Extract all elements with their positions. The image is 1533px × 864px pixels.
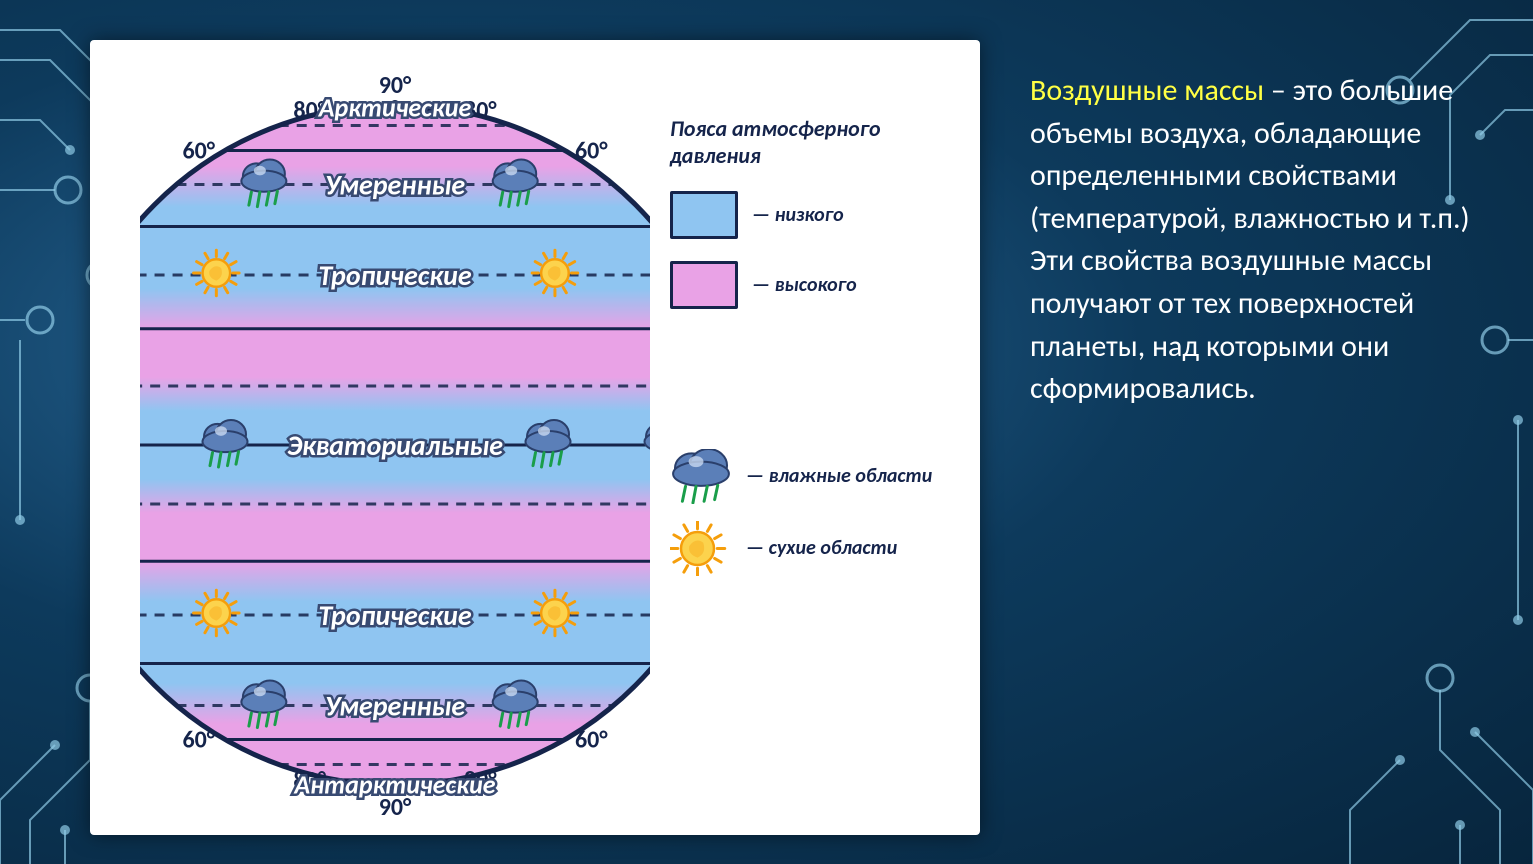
legend-label-high: — высокого <box>752 273 857 297</box>
svg-text:Умеренные: Умеренные <box>325 688 466 723</box>
legend-label-low: — низкого <box>752 203 844 227</box>
legend-row-high: — высокого <box>670 261 960 309</box>
svg-text:Тропические: Тропические <box>318 258 471 293</box>
definition-text: Воздушные массы – это большие объемы воз… <box>1030 70 1490 411</box>
legend: Пояса атмосферного давления — низкого — … <box>670 115 960 595</box>
swatch-high <box>670 261 738 309</box>
body-text: это большие объемы воздуха, обладающие о… <box>1030 72 1470 407</box>
swatch-low <box>670 191 738 239</box>
legend-label-wet: — влажные области <box>746 464 932 488</box>
cloud-icon <box>670 451 732 501</box>
legend-row-low: — низкого <box>670 191 960 239</box>
legend-row-dry: — сухие области <box>670 523 960 573</box>
svg-text:60°: 60° <box>182 137 215 166</box>
legend-label-dry: — сухие области <box>746 536 897 560</box>
svg-text:Антарктические: Антарктические <box>293 769 495 801</box>
svg-text:60°: 60° <box>182 725 215 754</box>
svg-text:Арктические: Арктические <box>318 91 472 123</box>
legend-title: Пояса атмосферного давления <box>670 115 960 169</box>
globe-diagram: 90°80°80°60°60°40°40°20°20°0°0°20°20°40°… <box>140 65 650 825</box>
svg-text:Экваториальные: Экваториальные <box>287 428 503 463</box>
svg-text:Тропические: Тропические <box>318 598 471 633</box>
legend-row-wet: — влажные области <box>670 451 960 501</box>
svg-text:Умеренные: Умеренные <box>325 168 466 203</box>
diagram-panel: 90°80°80°60°60°40°40°20°20°0°0°20°20°40°… <box>90 40 980 835</box>
svg-text:60°: 60° <box>575 725 608 754</box>
sun-icon <box>670 523 732 573</box>
svg-text:60°: 60° <box>575 137 608 166</box>
dash: – <box>1264 72 1293 109</box>
term: Воздушные массы <box>1030 72 1264 109</box>
